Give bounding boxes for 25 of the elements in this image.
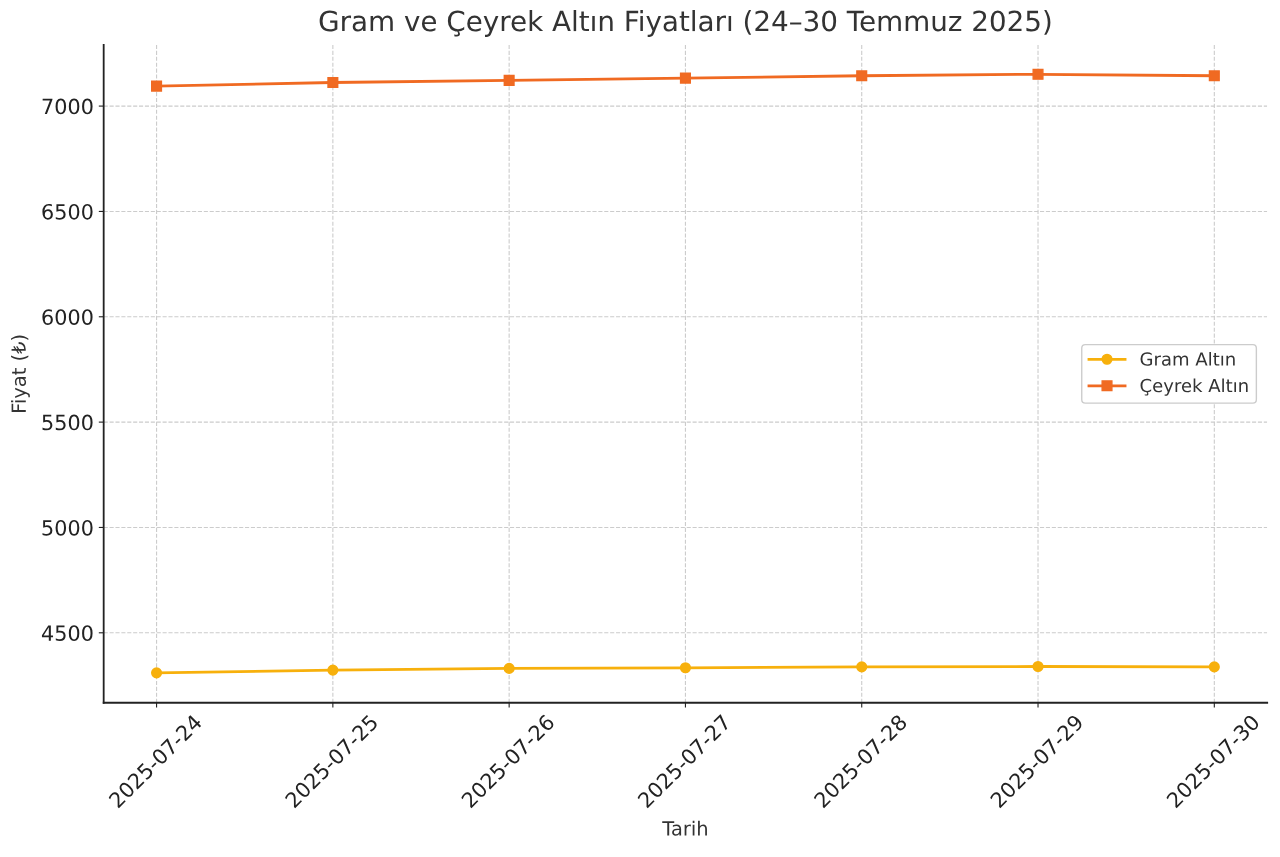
y-axis-title: Fiyat (₺) — [11, 335, 30, 412]
y-tick-label: 4500 — [41, 625, 93, 642]
point — [503, 74, 515, 86]
legend-label: Çeyrek Altın — [1140, 378, 1248, 396]
point — [327, 76, 339, 89]
y-tick-label: 7000 — [42, 98, 93, 115]
point — [856, 70, 868, 82]
point — [151, 667, 163, 679]
y-tick-label: 5500 — [42, 414, 93, 431]
point — [327, 664, 339, 676]
point — [856, 661, 868, 673]
point — [503, 662, 515, 674]
point — [1208, 661, 1220, 673]
chart-title: Gram ve Çeyrek Altın Fiyatları (24–30 Temmuz 2025) — [319, 10, 1051, 37]
point — [1208, 70, 1220, 82]
point — [1032, 68, 1044, 80]
x-axis-title: Tarih — [662, 820, 707, 836]
y-tick-label: 6000 — [42, 309, 93, 325]
point — [679, 72, 691, 84]
point — [1032, 660, 1044, 673]
y-tick-label: 6500 — [42, 203, 93, 220]
y-tick-label: 5000 — [42, 519, 93, 536]
legend-label: Gram Altın — [1140, 351, 1235, 366]
point — [151, 80, 163, 92]
point — [679, 662, 691, 674]
